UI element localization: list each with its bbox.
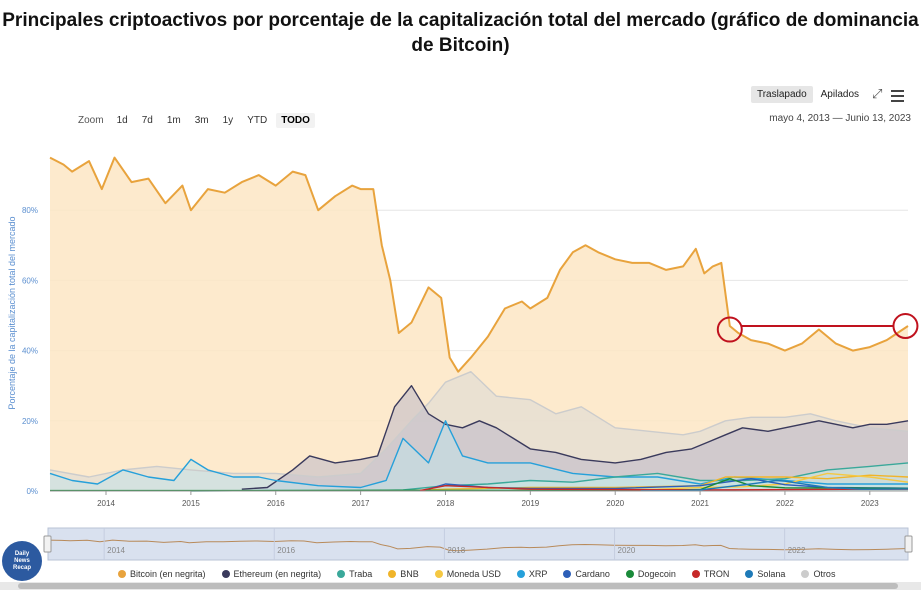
legend-marker (434, 570, 443, 578)
x-tick-label: 2017 (352, 499, 370, 508)
navigator-tick-label: 2016 (277, 546, 295, 555)
legend-label: Bitcoin (en negrita) (130, 569, 206, 579)
tether-area (190, 462, 908, 491)
solana-series-line (640, 479, 909, 492)
logo-badge: Daily News Recap (2, 541, 42, 581)
legend-item-bitcoin[interactable]: Bitcoin (en negrita) (118, 569, 206, 579)
chart-title: Principales criptoactivos por porcentaje… (2, 10, 919, 56)
x-tick-label: 2014 (97, 499, 115, 508)
navigator-tick-label: 2022 (788, 546, 806, 555)
bitcoin-series-line (49, 156, 909, 373)
x-tick-label: 2023 (861, 499, 879, 508)
tron-series-line (419, 485, 908, 492)
legend-marker (337, 570, 346, 578)
y-tick-label: 40% (22, 347, 38, 356)
legend-item-ethereum[interactable]: Ethereum (en negrita) (221, 569, 322, 579)
legend-label: BNB (400, 569, 419, 579)
x-tick-label: 2016 (267, 499, 285, 508)
xrp-series-line (49, 420, 908, 489)
y-axis-label: Porcentaje de la capitalización total de… (7, 216, 17, 409)
navigator-tick-label: 2014 (107, 546, 125, 555)
view-overlap-button[interactable]: Traslapado (750, 86, 813, 103)
legend-marker (516, 570, 525, 578)
zoom-label: Zoom (78, 114, 104, 126)
legend-marker (691, 570, 700, 578)
annotation-circle (892, 313, 919, 340)
ethereum-series-line (241, 385, 909, 490)
legend-label: Ethereum (en negrita) (233, 569, 322, 579)
legend-item-dogecoin[interactable]: Dogecoin (625, 569, 676, 579)
x-tick-label: 2015 (182, 499, 200, 508)
zoom-7d-button[interactable]: 7d (141, 114, 153, 126)
legend-label: Traba (349, 569, 373, 579)
bnb-series-line (411, 474, 909, 492)
legend: Bitcoin (en negrita) Ethereum (en negrita… (118, 569, 851, 579)
legend-item-usdc[interactable]: Moneda USD (434, 569, 501, 579)
zoom-3m-button[interactable]: 3m (194, 114, 209, 126)
legend-item-tether[interactable]: Traba (337, 569, 372, 579)
ethereum-area (241, 385, 909, 491)
annotation-circle (716, 316, 743, 343)
usdc-series-line (513, 472, 909, 492)
menu-icon[interactable] (891, 87, 907, 103)
xrp-area (50, 420, 908, 491)
navigator-right-handle (904, 535, 913, 553)
tether-series-line (190, 462, 909, 492)
scrollbar-thumb[interactable] (18, 583, 898, 589)
cardano-series-line (428, 478, 909, 490)
legend-label: TRON (703, 569, 730, 579)
legend-marker (801, 570, 810, 578)
zoom-all-button[interactable]: TODO (276, 112, 315, 128)
legend-label: XRP (528, 569, 548, 579)
navigator-series-line (47, 539, 909, 552)
x-tick-label: 2018 (437, 499, 455, 508)
y-tick-label: 60% (22, 276, 38, 285)
y-tick-label: 80% (22, 206, 38, 215)
x-tick-label: 2022 (776, 499, 794, 508)
legend-label: Dogecoin (637, 569, 676, 579)
navigator-tick-label: 2020 (618, 546, 636, 555)
legend-marker (625, 570, 634, 578)
x-tick-label: 2019 (521, 499, 539, 508)
legend-marker (563, 570, 572, 578)
x-tick-label: 2021 (691, 499, 709, 508)
y-tick-label: 20% (22, 417, 38, 426)
bitcoin-area (50, 157, 908, 491)
page-scrollbar[interactable] (0, 582, 921, 590)
y-tick-label: 0% (26, 487, 38, 496)
zoom-ytd-button[interactable]: YTD (247, 114, 268, 126)
legend-item-cardano[interactable]: Cardano (563, 569, 610, 579)
zoom-1m-button[interactable]: 1m (166, 114, 181, 126)
view-stacked-button[interactable]: Apilados (820, 89, 859, 100)
otros-series-line (49, 371, 909, 478)
legend-item-bnb[interactable]: BNB (388, 569, 419, 579)
navigator (47, 527, 909, 561)
fullscreen-icon[interactable] (871, 86, 887, 103)
dogecoin-series-line (50, 478, 909, 492)
legend-label: Solana (757, 569, 786, 579)
navigator-tick-label: 2018 (447, 546, 465, 555)
x-tick-label: 2020 (606, 499, 624, 508)
legend-marker (388, 570, 397, 578)
legend-item-otros[interactable]: Otros (801, 569, 835, 579)
legend-label: Moneda USD (446, 569, 501, 579)
legend-item-tron[interactable]: TRON (691, 569, 730, 579)
zoom-1y-button[interactable]: 1y (222, 114, 234, 126)
legend-marker (118, 570, 126, 578)
legend-label: Otros (813, 569, 836, 579)
zoom-1d-button[interactable]: 1d (116, 114, 128, 126)
otros-area (50, 371, 908, 491)
date-range[interactable]: mayo 4, 2013 — Junio 13, 2023 (769, 113, 911, 124)
legend-marker (745, 570, 754, 578)
legend-item-xrp[interactable]: XRP (516, 569, 548, 579)
zoom-bar: Zoom 1d 7d 1m 3m 1y YTD TODO (78, 112, 319, 128)
legend-label: Cardano (575, 569, 610, 579)
logo-text: Daily News Recap (12, 550, 31, 571)
navigator-left-handle (43, 535, 52, 553)
legend-marker (221, 570, 230, 578)
view-toggle: Traslapado Apilados (749, 86, 907, 103)
legend-item-solana[interactable]: Solana (745, 569, 785, 579)
